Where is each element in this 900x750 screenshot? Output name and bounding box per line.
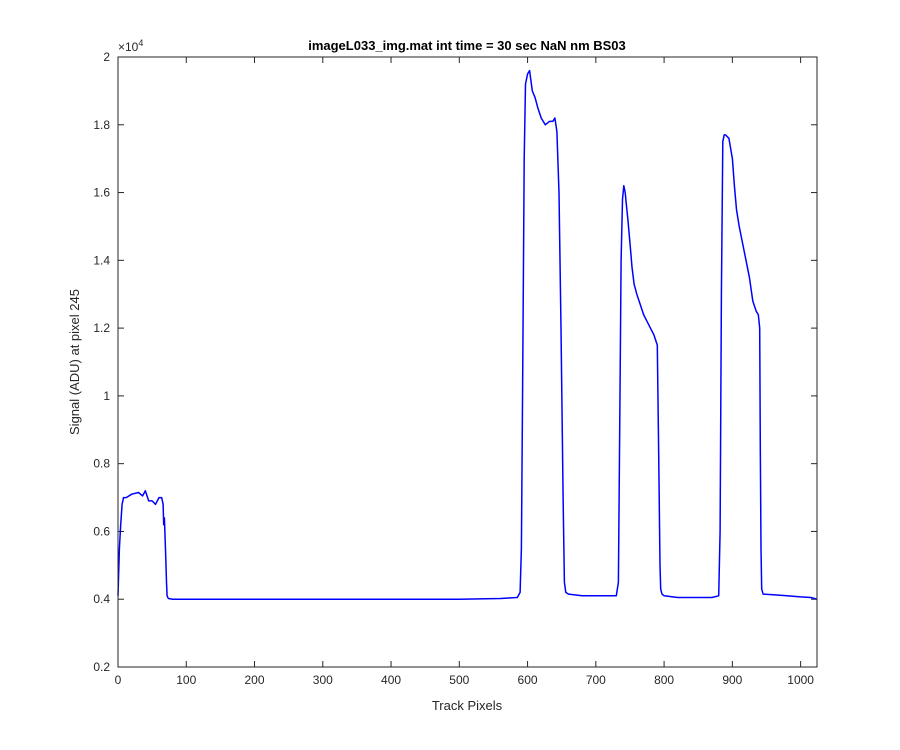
- plot-frame: [117, 56, 818, 668]
- x-tick-label: 300: [313, 673, 333, 687]
- x-tick-label: 600: [518, 673, 538, 687]
- y-tick-label: 1.6: [93, 186, 110, 200]
- plot-area: [118, 57, 817, 667]
- y-axis-exponent-base: ×10: [118, 40, 139, 54]
- x-tick-label: 500: [449, 673, 469, 687]
- x-tick-label: 100: [176, 673, 196, 687]
- series-line: [117, 69, 818, 600]
- y-tick-label: 0.2: [93, 660, 110, 674]
- x-tick-label: 900: [722, 673, 742, 687]
- y-tick-label: 1.4: [93, 253, 110, 267]
- y-axis-label: Signal (ADU) at pixel 245: [67, 289, 82, 435]
- x-tick-label: 0: [115, 673, 122, 687]
- chart-title: imageL033_img.mat int time = 30 sec NaN …: [308, 38, 626, 53]
- y-tick-label: 0.8: [93, 457, 110, 471]
- x-tick-label: 200: [245, 673, 265, 687]
- x-axis-ticks: 0 100 200 300 400 500 600 700 800 900 1000: [115, 57, 814, 687]
- x-axis-label: Track Pixels: [432, 698, 503, 713]
- y-tick-label: 1: [103, 389, 110, 403]
- x-tick-label: 400: [381, 673, 401, 687]
- y-tick-label: 0.6: [93, 524, 110, 538]
- x-tick-label: 700: [586, 673, 606, 687]
- y-tick-label: 1.2: [93, 321, 110, 335]
- y-tick-label: 2: [103, 50, 110, 64]
- y-tick-label: 1.8: [93, 118, 110, 132]
- y-axis-exponent: ×104: [118, 38, 143, 54]
- y-tick-label: 0.4: [93, 592, 110, 606]
- y-axis-exponent-power: 4: [138, 38, 143, 48]
- x-tick-label: 800: [654, 673, 674, 687]
- x-tick-label: 1000: [787, 673, 814, 687]
